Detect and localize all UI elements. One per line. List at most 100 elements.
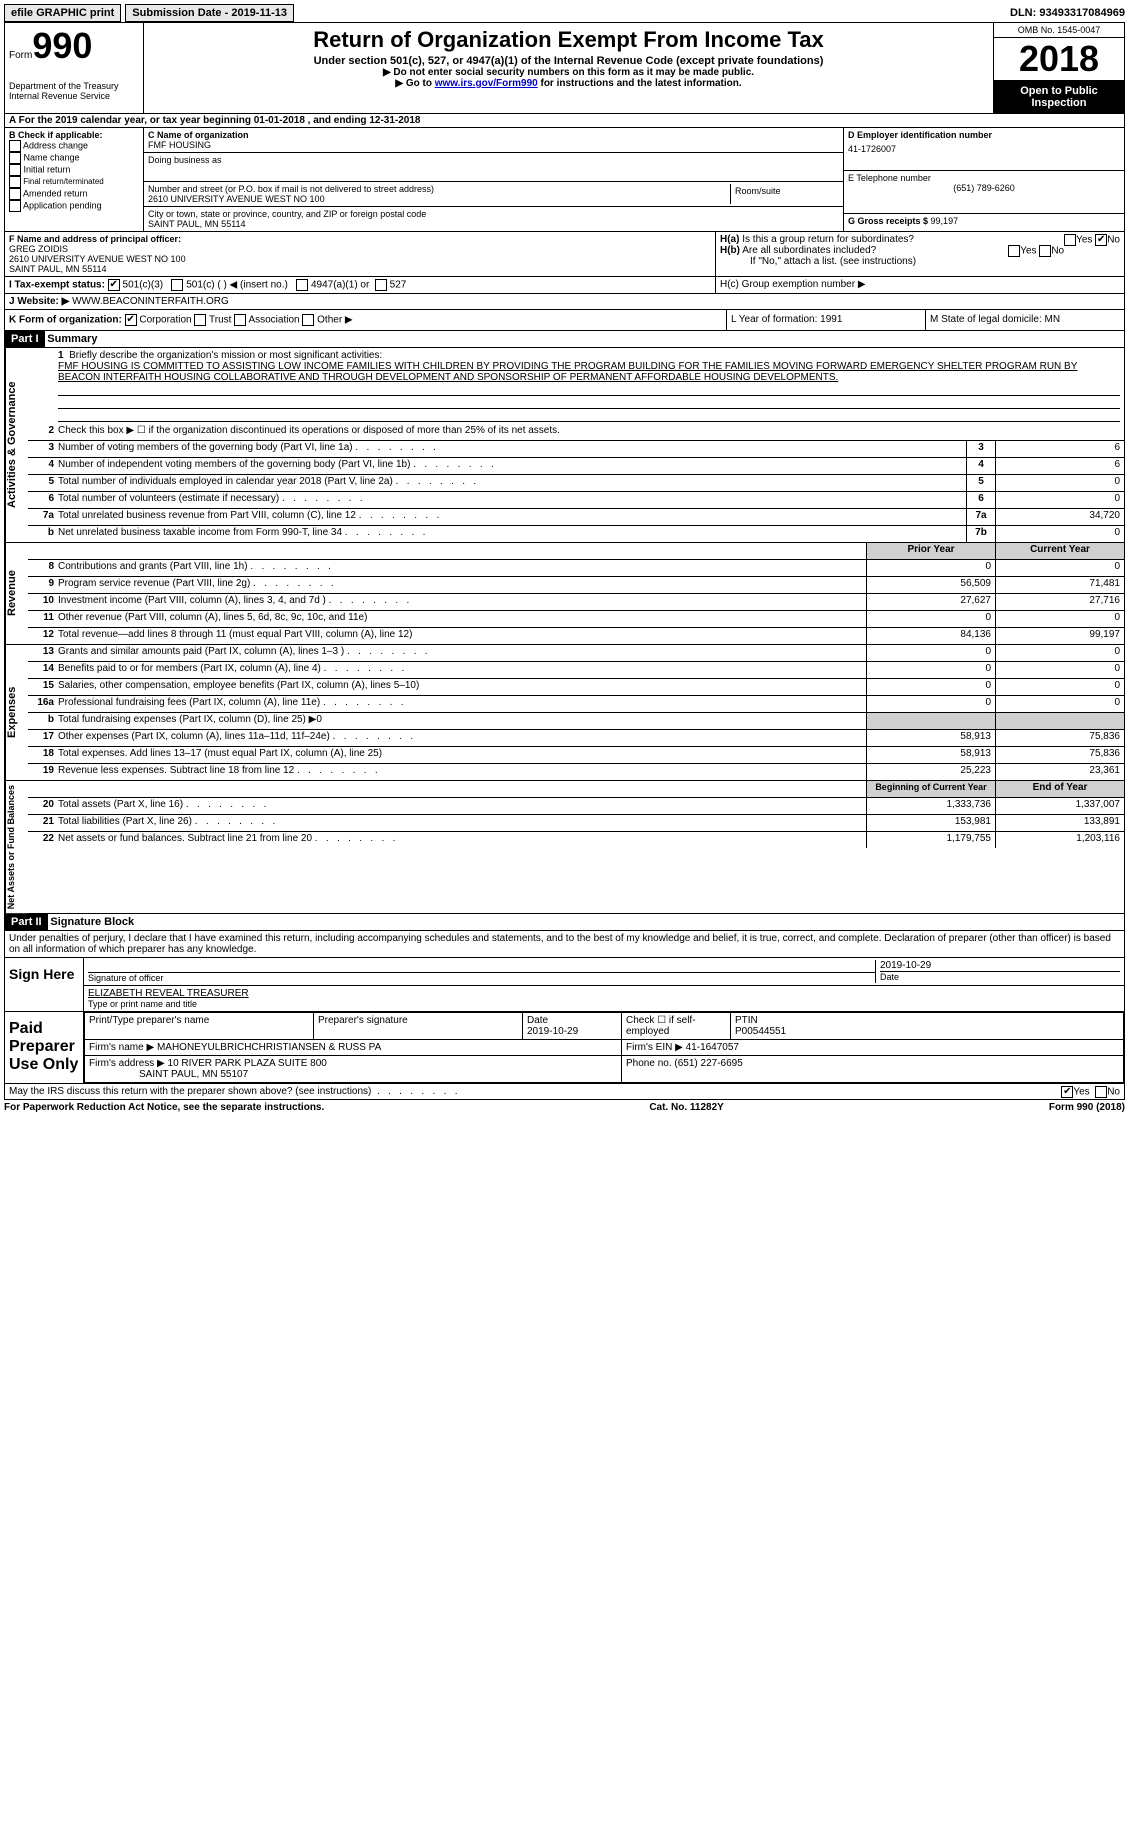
side-expenses: Expenses — [5, 645, 28, 780]
line22: Net assets or fund balances. Subtract li… — [56, 832, 866, 848]
subtitle-3: ▶ Go to www.irs.gov/Form990 for instruct… — [148, 78, 989, 89]
firm-name: MAHONEYULBRICHCHRISTIANSEN & RUSS PA — [157, 1042, 381, 1053]
row-i: I Tax-exempt status: 501(c)(3) 501(c) ( … — [4, 277, 1125, 294]
top-bar: efile GRAPHIC print Submission Date - 20… — [4, 4, 1125, 22]
line12: Total revenue—add lines 8 through 11 (mu… — [56, 628, 866, 644]
activities-governance: Activities & Governance 1 Briefly descri… — [4, 348, 1125, 543]
gross-label: G Gross receipts $ — [848, 216, 931, 226]
form-title: Return of Organization Exempt From Incom… — [148, 27, 989, 53]
line20: Total assets (Part X, line 16) — [56, 798, 866, 814]
discuss-no[interactable] — [1095, 1086, 1107, 1098]
prep-sig-label: Preparer's signature — [314, 1013, 523, 1040]
form-header: Form990 Department of the Treasury Inter… — [4, 22, 1125, 114]
chk-other[interactable] — [302, 314, 314, 326]
line16a: Professional fundraising fees (Part IX, … — [56, 696, 866, 712]
chk-amended[interactable]: Amended return — [9, 188, 139, 200]
dln: DLN: 93493317084969 — [1010, 7, 1125, 19]
line4: Number of independent voting members of … — [56, 458, 966, 474]
section-b: B Check if applicable: Address change Na… — [4, 128, 1125, 232]
part1-hdr: Part I — [5, 331, 45, 347]
chk-address[interactable]: Address change — [9, 140, 139, 152]
page-footer: For Paperwork Reduction Act Notice, see … — [4, 1100, 1125, 1115]
omb-number: OMB No. 1545-0047 — [994, 23, 1124, 38]
year-formation: L Year of formation: 1991 — [727, 310, 926, 330]
officer-city: SAINT PAUL, MN 55114 — [9, 264, 711, 274]
line18: Total expenses. Add lines 13–17 (must eq… — [56, 747, 866, 763]
line13: Grants and similar amounts paid (Part IX… — [56, 645, 866, 661]
chk-trust[interactable] — [194, 314, 206, 326]
phone-value: (651) 789-6260 — [848, 183, 1120, 193]
chk-name[interactable]: Name change — [9, 152, 139, 164]
ein-value: 41-1726007 — [848, 140, 1120, 154]
irs-link[interactable]: www.irs.gov/Form990 — [435, 78, 538, 89]
sig-officer-label: Signature of officer — [88, 972, 875, 983]
section-f: F Name and address of principal officer:… — [4, 232, 1125, 277]
paid-preparer-block: Paid Preparer Use Only Print/Type prepar… — [4, 1012, 1125, 1084]
part1-title: Summary — [47, 333, 97, 345]
line11: Other revenue (Part VIII, column (A), li… — [56, 611, 866, 627]
chk-pending[interactable]: Application pending — [9, 200, 139, 212]
sign-here-block: Sign Here Signature of officer 2019-10-2… — [4, 958, 1125, 1012]
prep-check[interactable]: Check ☐ if self-employed — [622, 1013, 731, 1040]
line10: Investment income (Part VIII, column (A)… — [56, 594, 866, 610]
chk-assoc[interactable] — [234, 314, 246, 326]
phone-label: E Telephone number — [848, 173, 1120, 183]
chk-corp[interactable] — [125, 314, 137, 326]
officer-print-name: ELIZABETH REVEAL TREASURER — [88, 988, 1120, 999]
firm-ein: 41-1647057 — [686, 1042, 739, 1053]
hb-row: H(b) Are all subordinates included? Yes … — [720, 245, 1120, 256]
ein-label: D Employer identification number — [848, 130, 1120, 140]
mission-text: FMF HOUSING IS COMMITTED TO ASSISTING LO… — [58, 361, 1077, 383]
firm-phone: (651) 227-6695 — [674, 1058, 742, 1069]
chk-initial[interactable]: Initial return — [9, 164, 139, 176]
officer-name: GREG ZOIDIS — [9, 244, 711, 254]
addr-label: Number and street (or P.O. box if mail i… — [148, 184, 730, 194]
subtitle-1: Under section 501(c), 527, or 4947(a)(1)… — [148, 55, 989, 67]
side-netassets: Net Assets or Fund Balances — [5, 781, 28, 913]
room-label: Room/suite — [730, 184, 839, 204]
part2-hdr: Part II — [5, 914, 48, 930]
row-j: J Website: ▶ WWW.BEACONINTERFAITH.ORG — [4, 294, 1125, 310]
line17: Other expenses (Part IX, column (A), lin… — [56, 730, 866, 746]
org-name: FMF HOUSING — [148, 140, 839, 150]
addr-value: 2610 UNIVERSITY AVENUE WEST NO 100 — [148, 194, 730, 204]
ha-row: H(a) Is this a group return for subordin… — [720, 234, 1120, 245]
line16b: Total fundraising expenses (Part IX, col… — [56, 713, 866, 729]
line8: Contributions and grants (Part VIII, lin… — [56, 560, 866, 576]
chk-501c[interactable] — [171, 279, 183, 291]
line1-label: Briefly describe the organization's miss… — [69, 350, 382, 361]
paid-prep-label: Paid Preparer Use Only — [5, 1012, 84, 1083]
chk-501c3[interactable] — [108, 279, 120, 291]
officer-label: F Name and address of principal officer: — [9, 234, 181, 244]
line15: Salaries, other compensation, employee b… — [56, 679, 866, 695]
line3: Number of voting members of the governin… — [56, 441, 966, 457]
submission-date: Submission Date - 2019-11-13 — [125, 4, 294, 22]
subtitle-2: ▶ Do not enter social security numbers o… — [148, 67, 989, 78]
city-value: SAINT PAUL, MN 55114 — [148, 219, 839, 229]
sign-here-label: Sign Here — [5, 958, 84, 1011]
tax-year: 2018 — [994, 38, 1124, 81]
firm-addr: 10 RIVER PARK PLAZA SUITE 800 — [168, 1058, 327, 1069]
side-activities: Activities & Governance — [5, 348, 28, 542]
line7a: Total unrelated business revenue from Pa… — [56, 509, 966, 525]
chk-4947[interactable] — [296, 279, 308, 291]
officer-addr: 2610 UNIVERSITY AVENUE WEST NO 100 — [9, 254, 711, 264]
revenue-section: Revenue Prior YearCurrent Year 8Contribu… — [4, 543, 1125, 645]
dept-label: Department of the Treasury Internal Reve… — [9, 81, 139, 101]
prep-date: 2019-10-29 — [527, 1026, 578, 1037]
chk-527[interactable] — [375, 279, 387, 291]
declaration: Under penalties of perjury, I declare th… — [4, 931, 1125, 958]
dba-label: Doing business as — [148, 155, 222, 179]
line2: Check this box ▶ ☐ if the organization d… — [56, 424, 1124, 440]
line5: Total number of individuals employed in … — [56, 475, 966, 491]
chk-final[interactable]: Final return/terminated — [9, 176, 139, 188]
part2-title: Signature Block — [50, 916, 134, 928]
line14: Benefits paid to or for members (Part IX… — [56, 662, 866, 678]
row-a-period: A For the 2019 calendar year, or tax yea… — [4, 114, 1125, 128]
line19: Revenue less expenses. Subtract line 18 … — [56, 764, 866, 780]
line6: Total number of volunteers (estimate if … — [56, 492, 966, 508]
discuss-yes[interactable] — [1061, 1086, 1073, 1098]
website-link[interactable]: WWW.BEACONINTERFAITH.ORG — [69, 296, 228, 307]
line7b: Net unrelated business taxable income fr… — [56, 526, 966, 542]
efile-button[interactable]: efile GRAPHIC print — [4, 4, 121, 22]
